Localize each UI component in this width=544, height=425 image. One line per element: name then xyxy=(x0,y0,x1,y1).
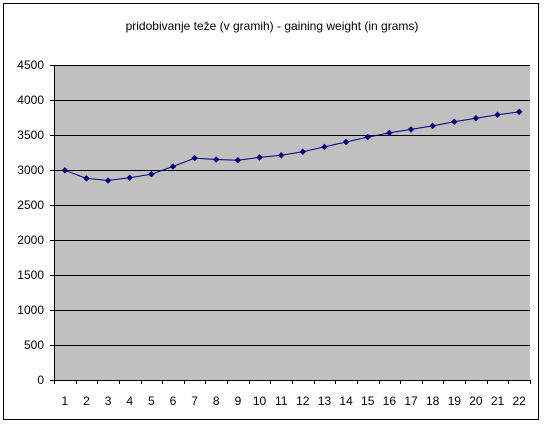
data-point xyxy=(472,114,480,122)
y-tick-label: 500 xyxy=(24,338,44,352)
y-tick-label: 4500 xyxy=(17,58,44,72)
y-tick-label: 1000 xyxy=(17,303,44,317)
data-point xyxy=(299,148,307,156)
data-point xyxy=(191,154,198,162)
data-point xyxy=(104,177,112,184)
data-point xyxy=(429,122,436,130)
data-point xyxy=(407,126,415,133)
x-tick-label: 21 xyxy=(491,394,505,408)
chart-title: pridobivanje teže (v gramih) - gaining w… xyxy=(126,19,419,33)
series-line xyxy=(64,111,520,182)
data-point xyxy=(321,143,328,151)
y-tick-label: 4000 xyxy=(17,93,44,107)
x-tick-label: 18 xyxy=(426,394,440,408)
data-point xyxy=(515,108,523,116)
y-tick-label: 3500 xyxy=(17,128,44,142)
y-tick-label: 2000 xyxy=(17,233,44,247)
data-point xyxy=(256,154,263,161)
data-point xyxy=(61,166,69,174)
data-point xyxy=(342,138,350,146)
x-tick-label: 11 xyxy=(275,394,288,408)
series-markers xyxy=(61,108,523,184)
x-tick-label: 12 xyxy=(296,394,310,408)
x-tick-label: 2 xyxy=(83,394,90,408)
x-tick-label: 13 xyxy=(318,394,332,408)
x-tick-labels: 1 2 3 4 5 6 7 8 9 10 11 12 13 14 15 16 17 18 19 20 21 22 xyxy=(61,394,526,408)
x-tick-label: 10 xyxy=(253,394,267,408)
plot-area xyxy=(54,65,530,380)
data-point xyxy=(386,129,393,137)
y-tick-label: 3000 xyxy=(17,163,44,177)
data-point xyxy=(277,151,285,159)
x-tick-label: 1 xyxy=(61,394,68,408)
x-tick-label: 4 xyxy=(126,394,133,408)
data-point xyxy=(450,118,458,126)
x-tick-label: 7 xyxy=(191,394,198,408)
x-tick-label: 15 xyxy=(361,394,375,408)
y-tick-label: 2500 xyxy=(17,198,44,212)
data-point xyxy=(148,170,155,178)
data-point xyxy=(234,156,242,164)
x-tick-label: 14 xyxy=(339,394,353,408)
x-tick-label: 3 xyxy=(105,394,112,408)
data-point xyxy=(83,175,90,182)
x-tick-label: 6 xyxy=(170,394,177,408)
x-tick-label: 17 xyxy=(404,394,418,408)
x-tick-label: 5 xyxy=(148,394,155,408)
x-tick-label: 8 xyxy=(213,394,220,408)
y-tick-label: 1500 xyxy=(17,268,44,282)
x-tick-label: 22 xyxy=(513,394,527,408)
data-point xyxy=(212,156,220,163)
data-point xyxy=(169,163,177,170)
data-point xyxy=(494,111,501,119)
x-tick-label: 20 xyxy=(469,394,483,408)
gridlines xyxy=(54,65,530,346)
axes xyxy=(50,65,531,384)
data-point xyxy=(126,174,134,182)
y-tick-label: 0 xyxy=(37,373,44,387)
x-tick-label: 19 xyxy=(448,394,462,408)
data-point xyxy=(364,133,372,141)
y-tick-labels: 0 500 1000 1500 2000 2500 3000 3500 4000 4500 xyxy=(17,58,44,387)
x-tick-label: 9 xyxy=(235,394,242,408)
x-tick-label: 16 xyxy=(383,394,397,408)
